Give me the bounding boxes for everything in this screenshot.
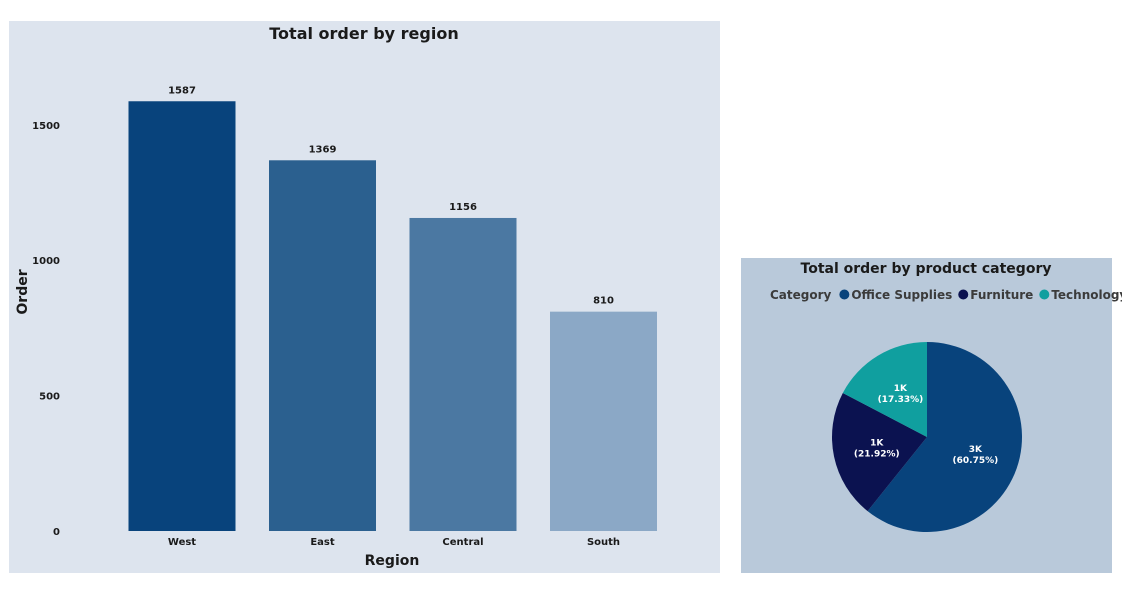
slice-value-label: 1K: [894, 384, 908, 394]
y-tick-label: 0: [53, 527, 60, 538]
legend-marker: [1039, 289, 1050, 300]
bar-chart-title: Total order by region: [269, 24, 458, 43]
bar-chart-x-axis-title: Region: [365, 553, 420, 569]
bar-data-label: 1156: [449, 202, 477, 213]
bar-chart-bars: 1587 1369 1156 810: [128, 85, 657, 532]
pie-chart-legend: Category Office Supplies Furniture Technol…: [770, 288, 1122, 302]
legend-title: Category: [770, 288, 832, 302]
bar-chart-panel: Total order by region Order Region 0 500 1…: [9, 21, 720, 573]
x-tick-label: West: [168, 537, 196, 548]
bar-data-label: 1587: [168, 85, 196, 96]
pie-chart-slices: [832, 342, 1022, 532]
legend-item-label[interactable]: Office Supplies: [851, 288, 952, 302]
bar-data-label: 810: [593, 296, 614, 307]
pie-slice-office-supplies[interactable]: [867, 342, 1022, 532]
pie-slice-technology[interactable]: [842, 342, 927, 437]
bar-south[interactable]: [550, 311, 657, 531]
y-tick-label: 500: [39, 392, 60, 403]
bar-chart-y-ticks: 0 500 1000 1500: [32, 121, 60, 538]
bar-east[interactable]: [269, 160, 376, 531]
bar-central[interactable]: [409, 217, 517, 532]
pie-chart-panel: Total order by product category Category…: [741, 258, 1122, 573]
pie-chart-title: Total order by product category: [801, 261, 1052, 277]
legend-item-label[interactable]: Technology: [1051, 288, 1122, 302]
bar-data-label: 1369: [309, 144, 337, 155]
y-tick-label: 1500: [32, 121, 60, 132]
legend-marker: [958, 289, 969, 300]
pie-chart-svg: Total order by product category Category…: [770, 261, 1122, 532]
legend-item-label[interactable]: Furniture: [970, 288, 1033, 302]
pie-chart-slice-labels: 3K(60.75%)1K(21.92%)1K(17.33%): [854, 384, 998, 466]
slice-percent-label: (21.92%): [854, 450, 900, 460]
bar-west[interactable]: [128, 101, 236, 532]
slice-value-label: 3K: [969, 445, 983, 455]
slice-percent-label: (17.33%): [878, 395, 924, 405]
x-tick-label: Central: [442, 537, 483, 548]
bar-chart-x-ticks: West East Central South: [168, 537, 620, 548]
legend-marker: [839, 289, 850, 300]
bar-chart-y-axis-title: Order: [15, 269, 31, 314]
x-tick-label: South: [587, 537, 620, 548]
slice-percent-label: (60.75%): [953, 456, 999, 466]
bar-chart-svg: Total order by region Order Region 0 500 1…: [15, 24, 657, 569]
y-tick-label: 1000: [32, 256, 60, 267]
x-tick-label: East: [310, 537, 335, 548]
pie-slice-furniture[interactable]: [832, 392, 927, 512]
slice-value-label: 1K: [870, 439, 884, 449]
